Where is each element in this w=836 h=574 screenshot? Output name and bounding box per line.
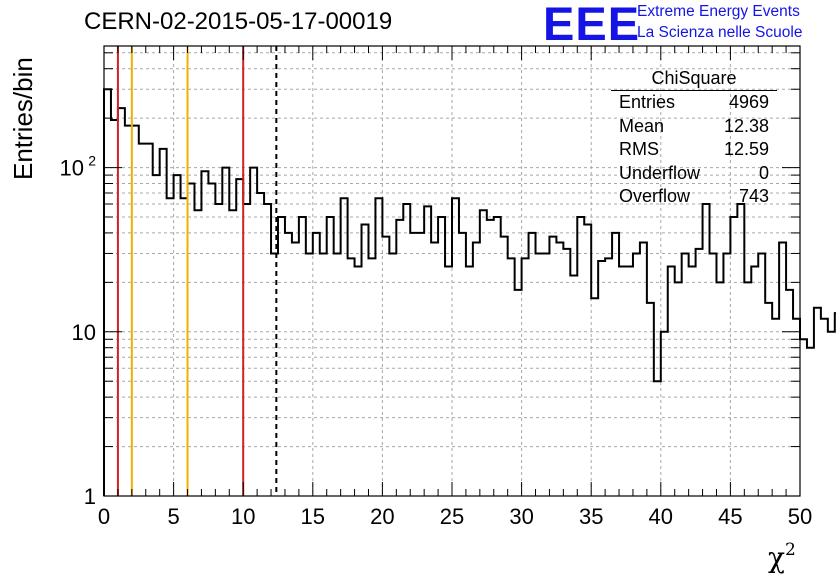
logo-subtitle-1: Extreme Energy Events bbox=[637, 3, 800, 20]
logo-subtitle-2: La Scienza nelle Scuole bbox=[637, 24, 803, 41]
x-tick-label: 40 bbox=[649, 504, 673, 529]
x-tick-label: 15 bbox=[301, 504, 325, 529]
histogram-series bbox=[103, 88, 836, 496]
x-tick-label: 50 bbox=[788, 504, 812, 529]
stats-box: ChiSquare Entries 4969 Mean 12.38 RMS 12.59… bbox=[611, 66, 777, 209]
stats-row-overflow: Overflow 743 bbox=[619, 186, 769, 206]
y-tick-label: 10 bbox=[60, 156, 84, 181]
x-tick-label: 35 bbox=[579, 504, 603, 529]
y-tick-label: 1 bbox=[84, 484, 96, 509]
x-tick-label: 30 bbox=[509, 504, 533, 529]
x-tick-label: 10 bbox=[231, 504, 255, 529]
stats-row-rms: RMS 12.59 bbox=[619, 139, 769, 159]
x-tick-label: 45 bbox=[718, 504, 742, 529]
x-tick-label: 25 bbox=[440, 504, 464, 529]
x-tick-label: 0 bbox=[98, 504, 110, 529]
stats-row-mean: Mean 12.38 bbox=[619, 115, 769, 136]
x-tick-label: 20 bbox=[370, 504, 394, 529]
y-axis-label: Entries/bin bbox=[8, 57, 38, 180]
stats-row-underflow: Underflow 0 bbox=[619, 162, 769, 183]
stats-title: ChiSquare bbox=[611, 66, 777, 91]
y-tick-label: 10 bbox=[72, 320, 96, 345]
x-axis-label: χ2 bbox=[768, 540, 796, 574]
y-tick-label-exponent: 2 bbox=[88, 153, 96, 169]
stats-row-entries: Entries 4969 bbox=[619, 92, 769, 112]
eee-logo: EEE bbox=[543, 0, 641, 50]
x-tick-label: 5 bbox=[167, 504, 179, 529]
chart-title: CERN-02-2015-05-17-00019 bbox=[84, 8, 393, 35]
